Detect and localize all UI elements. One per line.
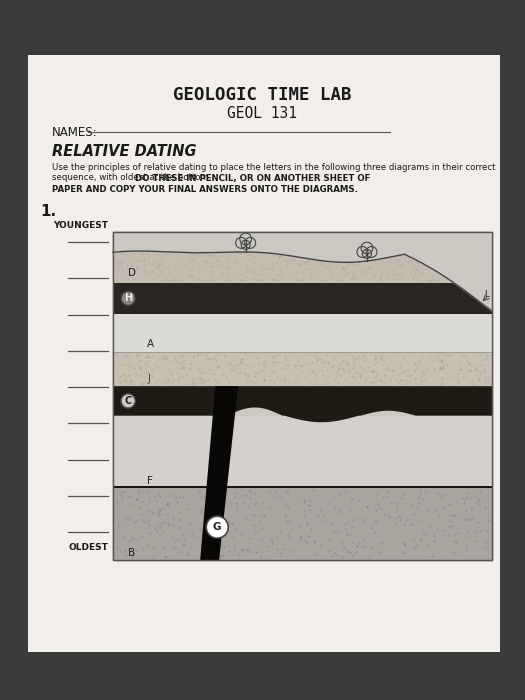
Text: B: B bbox=[128, 548, 135, 558]
Text: J: J bbox=[147, 374, 150, 384]
Text: OLDEST: OLDEST bbox=[68, 543, 108, 552]
Text: 1.: 1. bbox=[40, 204, 56, 220]
Text: C: C bbox=[124, 396, 132, 406]
Bar bbox=[28, 55, 500, 652]
Bar bbox=[113, 232, 492, 283]
Bar bbox=[113, 351, 492, 386]
Text: PAPER AND COPY YOUR FINAL ANSWERS ONTO THE DIAGRAMS.: PAPER AND COPY YOUR FINAL ANSWERS ONTO T… bbox=[52, 185, 358, 193]
Text: A: A bbox=[147, 339, 154, 349]
Circle shape bbox=[206, 516, 228, 538]
Circle shape bbox=[121, 394, 135, 408]
Bar bbox=[113, 232, 492, 560]
Text: L: L bbox=[485, 290, 489, 300]
Text: GEOL 131: GEOL 131 bbox=[227, 106, 297, 120]
Polygon shape bbox=[113, 386, 492, 422]
Bar bbox=[113, 283, 492, 314]
Text: NAMES:: NAMES: bbox=[52, 125, 98, 139]
Text: GEOLOGIC TIME LAB: GEOLOGIC TIME LAB bbox=[173, 86, 351, 104]
Text: D: D bbox=[128, 268, 136, 278]
Bar bbox=[113, 416, 492, 486]
Bar bbox=[113, 486, 492, 488]
Polygon shape bbox=[200, 386, 238, 560]
Text: DO THESE IN PENCIL, OR ON ANOTHER SHEET OF: DO THESE IN PENCIL, OR ON ANOTHER SHEET … bbox=[132, 174, 371, 183]
Polygon shape bbox=[113, 232, 492, 311]
Bar bbox=[113, 232, 492, 560]
Text: Use the principles of relative dating to place the letters in the following thre: Use the principles of relative dating to… bbox=[52, 162, 496, 172]
Text: G: G bbox=[213, 522, 222, 532]
Bar bbox=[113, 314, 492, 351]
Text: YOUNGEST: YOUNGEST bbox=[53, 220, 108, 230]
Text: H: H bbox=[124, 293, 132, 303]
Circle shape bbox=[121, 291, 135, 305]
Text: RELATIVE DATING: RELATIVE DATING bbox=[52, 144, 196, 160]
Text: F: F bbox=[147, 476, 153, 486]
Text: sequence, with oldest at the bottom.: sequence, with oldest at the bottom. bbox=[52, 174, 212, 183]
Bar bbox=[113, 488, 492, 560]
